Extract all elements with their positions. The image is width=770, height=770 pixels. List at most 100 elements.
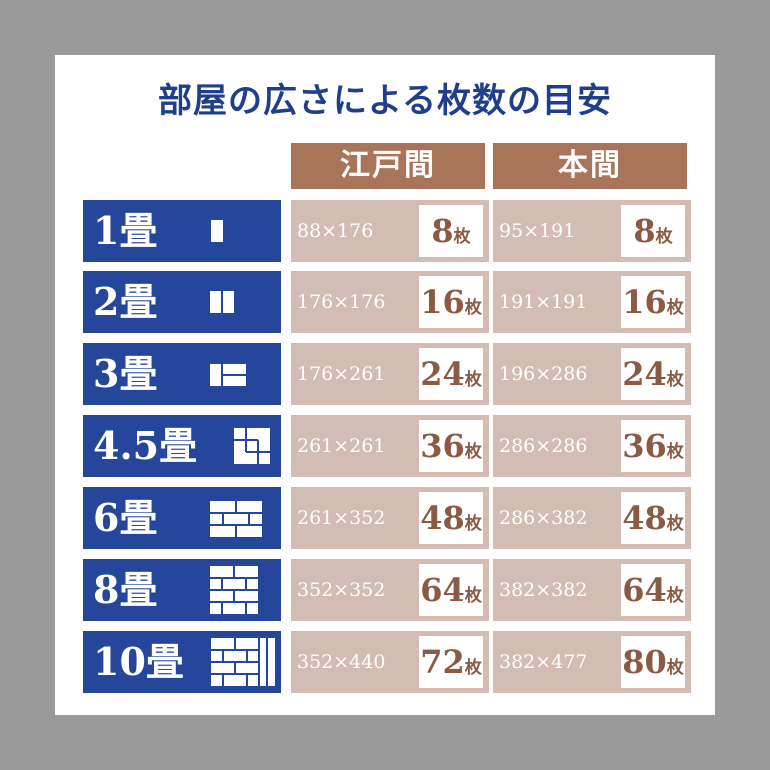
- edoma-cell: 352×440 72枚: [291, 631, 489, 693]
- honma-size: 95×191: [499, 220, 576, 242]
- count-unit: 枚: [666, 514, 684, 534]
- column-header-edoma: 江戸間: [291, 143, 485, 189]
- honma-cell: 286×286 36枚: [493, 415, 691, 477]
- table-row: 1畳 88×176 8枚 95×191 8枚: [55, 200, 715, 262]
- edoma-count: 36: [420, 427, 465, 465]
- edoma-cell: 176×261 24枚: [291, 343, 489, 405]
- row-label: 6畳: [83, 487, 281, 549]
- edoma-count-box: 8枚: [419, 205, 483, 257]
- table-row: 10畳 352×440 72: [55, 631, 715, 693]
- tatami-layout-4-5-icon: [234, 428, 270, 464]
- tatami-layout-6-icon: [210, 501, 262, 537]
- honma-count: 16: [622, 283, 667, 321]
- row-label: 3畳: [83, 343, 281, 405]
- room-size-label: 6畳: [93, 495, 158, 540]
- table-row: 8畳 352×352 64枚 382×3: [55, 559, 715, 621]
- edoma-cell: 352×352 64枚: [291, 559, 489, 621]
- tatami-layout-1-icon: [211, 220, 223, 242]
- count-unit: 枚: [666, 370, 684, 390]
- count-unit: 枚: [453, 227, 471, 247]
- edoma-count-box: 24枚: [419, 348, 483, 400]
- honma-count-box: 8枚: [621, 205, 685, 257]
- honma-count: 48: [622, 499, 667, 537]
- count-unit: 枚: [666, 586, 684, 606]
- honma-count-box: 80枚: [621, 636, 685, 688]
- edoma-count-box: 36枚: [419, 420, 483, 472]
- honma-count-box: 48枚: [621, 492, 685, 544]
- honma-count-box: 16枚: [621, 276, 685, 328]
- tatami-layout-10-icon: [211, 638, 275, 686]
- edoma-count: 24: [420, 355, 465, 393]
- edoma-cell: 261×352 48枚: [291, 487, 489, 549]
- edoma-count: 72: [420, 643, 465, 681]
- honma-count: 64: [622, 571, 667, 609]
- edoma-count: 16: [420, 283, 465, 321]
- room-size-label: 2畳: [93, 279, 158, 324]
- count-unit: 枚: [666, 658, 684, 678]
- edoma-size: 352×440: [297, 651, 386, 673]
- column-header-honma: 本間: [493, 143, 687, 189]
- room-size-label: 1畳: [93, 208, 158, 253]
- table-row: 4.5畳 261×261 36枚 286×286 36枚: [55, 415, 715, 477]
- edoma-count-box: 48枚: [419, 492, 483, 544]
- honma-cell: 382×382 64枚: [493, 559, 691, 621]
- honma-size: 382×477: [499, 651, 588, 673]
- honma-count-box: 64枚: [621, 564, 685, 616]
- edoma-count-box: 16枚: [419, 276, 483, 328]
- table-row: 3畳 176×261 24枚 196×286 24枚: [55, 343, 715, 405]
- honma-count: 36: [622, 427, 667, 465]
- room-size-label: 3畳: [93, 351, 158, 396]
- edoma-cell: 88×176 8枚: [291, 200, 489, 262]
- honma-cell: 196×286 24枚: [493, 343, 691, 405]
- edoma-size: 176×261: [297, 363, 386, 385]
- row-label: 4.5畳: [83, 415, 281, 477]
- honma-size: 382×382: [499, 579, 588, 601]
- count-unit: 枚: [464, 370, 482, 390]
- count-unit: 枚: [464, 514, 482, 534]
- room-size-label: 10畳: [93, 639, 184, 684]
- count-unit: 枚: [666, 298, 684, 318]
- honma-count-box: 36枚: [621, 420, 685, 472]
- honma-size: 286×382: [499, 507, 588, 529]
- count-unit: 枚: [464, 442, 482, 462]
- edoma-count-box: 64枚: [419, 564, 483, 616]
- edoma-count-box: 72枚: [419, 636, 483, 688]
- tatami-layout-2-icon: [210, 291, 234, 313]
- honma-cell: 95×191 8枚: [493, 200, 691, 262]
- honma-size: 191×191: [499, 291, 588, 313]
- honma-cell: 191×191 16枚: [493, 271, 691, 333]
- page-title: 部屋の広さによる枚数の目安: [158, 81, 612, 121]
- table-row: 2畳 176×176 16枚 191×191 16枚: [55, 271, 715, 333]
- edoma-count: 48: [420, 499, 465, 537]
- tatami-layout-8-icon: [210, 566, 258, 614]
- row-label: 1畳: [83, 200, 281, 262]
- edoma-cell: 176×176 16枚: [291, 271, 489, 333]
- edoma-cell: 261×261 36枚: [291, 415, 489, 477]
- honma-count: 80: [622, 643, 667, 681]
- count-unit: 枚: [464, 586, 482, 606]
- count-unit: 枚: [666, 442, 684, 462]
- count-unit: 枚: [464, 658, 482, 678]
- edoma-size: 261×352: [297, 507, 386, 529]
- edoma-size: 176×176: [297, 291, 386, 313]
- room-size-label: 4.5畳: [93, 423, 198, 468]
- size-guide-card: 部屋の広さによる枚数の目安 江戸間 本間 1畳 88×176 8枚 95×191…: [55, 55, 715, 715]
- table-row: 6畳 261×352 48枚 286×382 48枚: [55, 487, 715, 549]
- row-label: 10畳: [83, 631, 281, 693]
- honma-count-box: 24枚: [621, 348, 685, 400]
- edoma-count: 8: [431, 212, 454, 250]
- honma-size: 196×286: [499, 363, 588, 385]
- honma-cell: 286×382 48枚: [493, 487, 691, 549]
- edoma-count: 64: [420, 571, 465, 609]
- honma-size: 286×286: [499, 435, 588, 457]
- row-label: 2畳: [83, 271, 281, 333]
- honma-count: 24: [622, 355, 667, 393]
- room-size-label: 8畳: [93, 567, 158, 612]
- row-label: 8畳: [83, 559, 281, 621]
- edoma-size: 88×176: [297, 220, 374, 242]
- honma-count: 8: [633, 212, 656, 250]
- count-unit: 枚: [464, 298, 482, 318]
- honma-cell: 382×477 80枚: [493, 631, 691, 693]
- count-unit: 枚: [655, 227, 673, 247]
- tatami-layout-3-icon: [210, 364, 246, 386]
